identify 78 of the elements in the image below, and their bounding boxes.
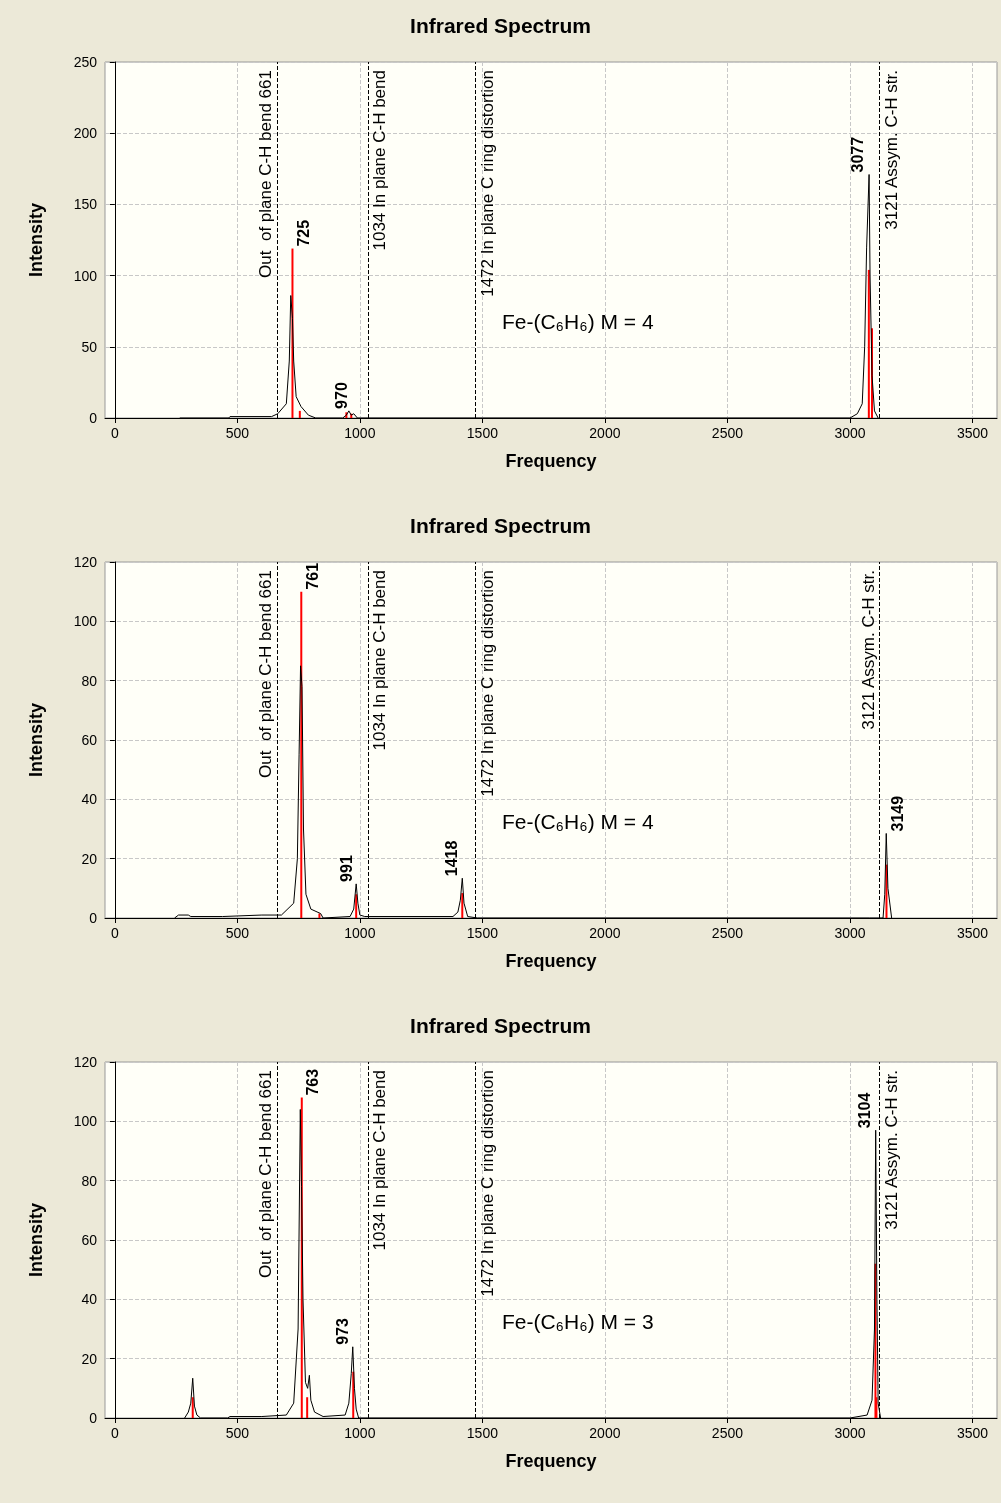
x-tick-label: 1000 xyxy=(344,425,376,441)
chart-title: Infrared Spectrum xyxy=(410,14,591,37)
y-tick-label: 50 xyxy=(81,338,98,355)
y-tick-label: 120 xyxy=(73,1054,98,1070)
x-tick-label: 500 xyxy=(225,925,250,941)
x-tick-label: 3000 xyxy=(834,1425,866,1441)
annotation: 991 xyxy=(338,855,356,882)
x-tick-label: 2000 xyxy=(589,925,621,941)
ref-line-label: 1034 In plane C-H bend xyxy=(370,70,390,251)
y-tick-label: 250 xyxy=(73,54,98,70)
ref-line-label: Out of plane C-H bend 661 xyxy=(255,570,275,778)
annotation: 761 xyxy=(303,562,321,590)
annotation: 3104 xyxy=(855,1092,873,1129)
y-tick-label: 200 xyxy=(73,125,98,142)
x-tick-label: 2500 xyxy=(711,925,744,941)
x-tick-label: 0 xyxy=(110,425,119,441)
x-tick-label: 0 xyxy=(110,925,119,941)
annotation: 3077 xyxy=(849,136,867,173)
y-tick-label: 40 xyxy=(81,1291,98,1308)
y-tick-label: 0 xyxy=(89,910,98,926)
y-tick-label: 40 xyxy=(81,791,98,808)
x-tick-label: 1000 xyxy=(344,1425,376,1441)
ref-line-label: Out of plane C-H bend 661 xyxy=(255,70,275,278)
annotation: 970 xyxy=(333,382,351,409)
y-tick-label: 0 xyxy=(89,410,98,426)
x-tick-label: 500 xyxy=(225,425,250,441)
x-tick-label: 2500 xyxy=(711,425,744,441)
x-tick-label: 2000 xyxy=(589,1425,621,1441)
x-tick-label: 3000 xyxy=(834,425,866,441)
y-tick-label: 20 xyxy=(81,850,98,867)
y-tick-label: 80 xyxy=(81,672,98,689)
ref-line-label: Out of plane C-H bend 661 xyxy=(255,1070,275,1278)
y-axis-title: Intensity xyxy=(26,702,46,778)
x-tick-label: 2000 xyxy=(589,425,621,441)
ref-line-label: 1472 In plane C ring distortion xyxy=(477,70,497,297)
y-tick-label: 100 xyxy=(73,267,98,284)
y-tick-label: 100 xyxy=(73,613,98,630)
chart-title: Infrared Spectrum xyxy=(410,514,591,537)
x-tick-label: 3500 xyxy=(956,425,989,441)
y-tick-label: 60 xyxy=(81,1232,98,1248)
y-axis-title: Intensity xyxy=(26,1202,46,1278)
chart-title: Infrared Spectrum xyxy=(410,1014,591,1037)
ref-line-label: 3121 Assym. C-H str. xyxy=(858,570,878,730)
x-tick-label: 1000 xyxy=(344,925,376,941)
x-tick-label: 500 xyxy=(225,1425,250,1441)
annotation: 973 xyxy=(333,1318,351,1345)
x-tick-label: 0 xyxy=(110,1425,119,1441)
y-tick-label: 80 xyxy=(81,1172,98,1189)
ref-line-label: 1034 In plane C-H bend xyxy=(370,570,390,751)
x-tick-label: 3000 xyxy=(834,925,866,941)
x-tick-label: 1500 xyxy=(466,925,499,941)
ref-line-label: 1034 In plane C-H bend xyxy=(370,1070,390,1251)
y-tick-label: 0 xyxy=(89,1410,98,1426)
annotation: Fe-(C₆H₆) M = 4 xyxy=(501,310,654,334)
x-tick-label: 2500 xyxy=(711,1425,744,1441)
x-axis-title: Frequency xyxy=(505,451,597,471)
x-tick-label: 3500 xyxy=(956,925,989,941)
y-tick-label: 150 xyxy=(73,196,98,213)
y-tick-label: 120 xyxy=(73,554,98,570)
annotation: 3149 xyxy=(888,795,906,832)
x-tick-label: 1500 xyxy=(466,425,499,441)
annotation: Fe-(C₆H₆) M = 3 xyxy=(501,1310,654,1334)
annotation: Fe-(C₆H₆) M = 4 xyxy=(501,810,654,834)
y-tick-label: 20 xyxy=(81,1350,98,1367)
x-axis-title: Frequency xyxy=(505,951,597,971)
ref-line-label: 3121 Assym. C-H str. xyxy=(881,1070,901,1230)
x-tick-label: 1500 xyxy=(466,1425,499,1441)
y-axis-title: Intensity xyxy=(26,202,46,278)
ref-line-label: 1472 In plane C ring distortion xyxy=(477,1070,497,1297)
ref-line-label: 3121 Assym. C-H str. xyxy=(881,70,901,230)
x-axis-title: Frequency xyxy=(505,1451,597,1471)
annotation: 725 xyxy=(294,219,312,247)
ref-line-label: 1472 In plane C ring distortion xyxy=(477,570,497,797)
annotation: 1418 xyxy=(442,840,460,877)
x-tick-label: 3500 xyxy=(956,1425,989,1441)
annotation: 763 xyxy=(304,1068,322,1096)
y-tick-label: 60 xyxy=(81,732,98,748)
y-tick-label: 100 xyxy=(73,1113,98,1130)
